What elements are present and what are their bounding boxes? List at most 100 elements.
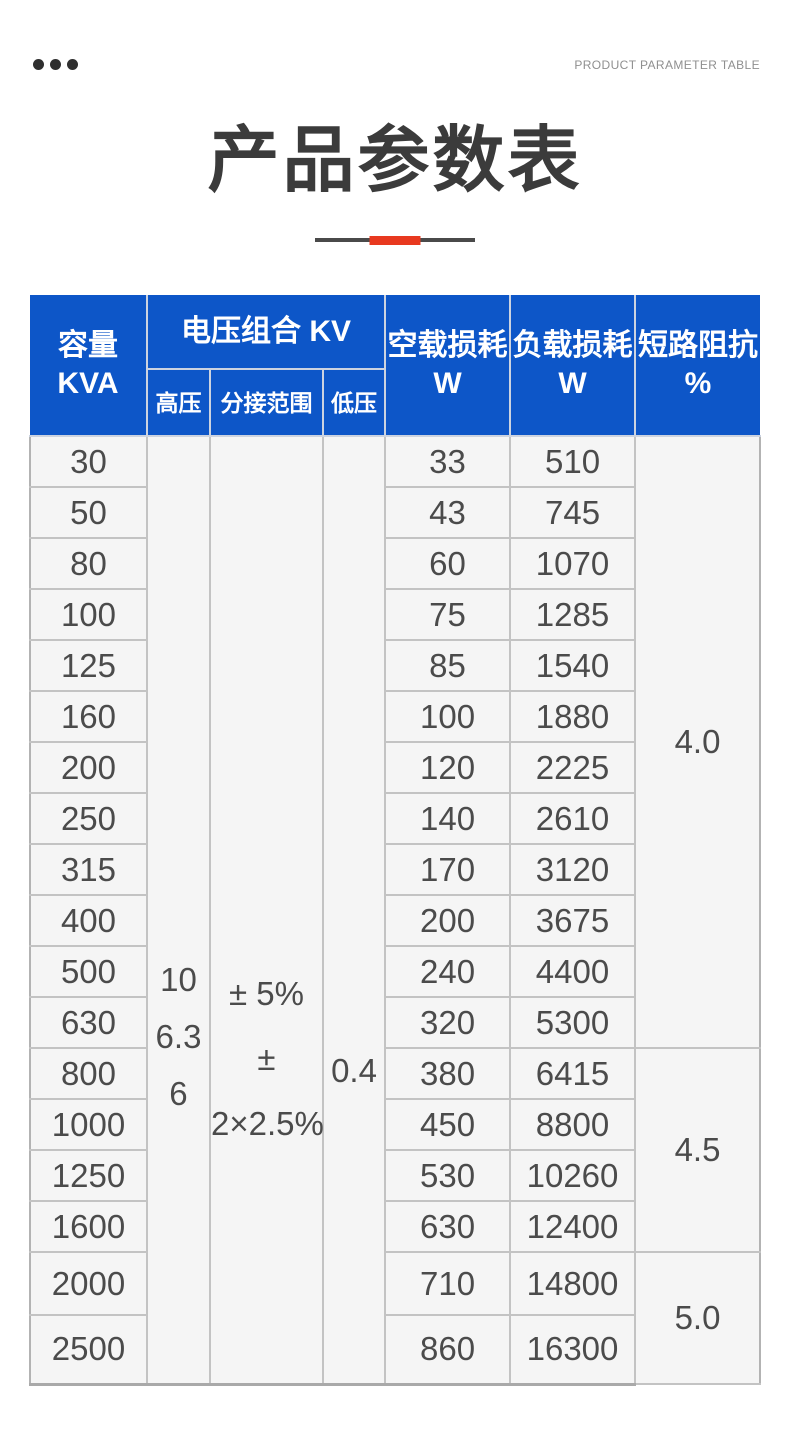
no-load-loss-cell: 860: [384, 1314, 512, 1386]
capacity-cell: 125: [28, 639, 148, 692]
low-voltage-header: 低压: [321, 368, 387, 437]
no-load-loss-cell: 75: [384, 588, 512, 641]
no-load-loss-cell: 450: [384, 1098, 512, 1151]
capacity-cell: 800: [28, 1047, 148, 1100]
capacity-cell: 250: [28, 792, 148, 845]
load-loss-cell: 12400: [509, 1200, 637, 1253]
impedance-cell: 4.5: [634, 1047, 762, 1253]
load-loss-cell: 6415: [509, 1047, 637, 1100]
table-body: 30 10 6.3 6 ± 5% ± 2×2.5% 0.4 33 510 4.0 50 43 745 80…: [28, 435, 762, 1386]
merged-value: 6.3: [155, 1018, 202, 1056]
voltage-group-header: 电压组合 KV: [145, 295, 387, 370]
capacity-cell: 315: [28, 843, 148, 896]
no-load-loss-header-unit: W: [433, 367, 462, 400]
tap-range-cell: ± 5% ± 2×2.5%: [208, 435, 324, 1386]
load-loss-cell: 1880: [509, 690, 637, 743]
capacity-cell: 200: [28, 741, 148, 794]
no-load-loss-cell: 140: [384, 792, 512, 845]
load-loss-cell: 1540: [509, 639, 637, 692]
table-row: 315 170 3120: [28, 843, 760, 896]
load-loss-cell: 2225: [509, 741, 637, 794]
no-load-loss-cell: 200: [384, 894, 512, 947]
load-loss-cell: 510: [509, 435, 637, 488]
table-row: 1250 530 10260: [28, 1149, 760, 1202]
merged-value: 10: [160, 961, 197, 999]
impedance-cell: 5.0: [634, 1251, 762, 1385]
capacity-cell: 400: [28, 894, 148, 947]
table-row: 200 120 2225: [28, 741, 760, 794]
low-voltage-cell: 0.4: [321, 435, 387, 1386]
no-load-loss-cell: 85: [384, 639, 512, 692]
load-loss-cell: 5300: [509, 996, 637, 1049]
load-loss-header-label: 负载损耗: [512, 329, 633, 362]
table-row: 800 380 6415 4.5: [28, 1047, 762, 1253]
no-load-loss-header-label: 空载损耗: [387, 329, 508, 362]
no-load-loss-cell: 33: [384, 435, 512, 488]
capacity-cell: 160: [28, 690, 148, 743]
load-loss-header-unit: W: [558, 367, 587, 400]
load-loss-cell: 4400: [509, 945, 637, 998]
capacity-cell: 30: [28, 435, 148, 488]
high-voltage-header: 高压: [145, 368, 211, 437]
table-row: 125 85 1540: [28, 639, 760, 692]
merged-value: 0.4: [331, 1051, 377, 1089]
impedance-cell: 4.0: [634, 435, 762, 1049]
dot-icon: [33, 59, 44, 70]
tap-range-header: 分接范围: [208, 368, 324, 437]
capacity-cell: 500: [28, 945, 148, 998]
no-load-loss-cell: 43: [384, 486, 512, 539]
no-load-loss-header: 空载损耗 W: [384, 295, 512, 437]
capacity-cell: 80: [28, 537, 148, 590]
capacity-header-unit: KVA: [57, 367, 119, 400]
divider-red-accent: [369, 236, 421, 245]
no-load-loss-cell: 320: [384, 996, 512, 1049]
capacity-cell: 1600: [28, 1200, 148, 1253]
load-loss-cell: 3675: [509, 894, 637, 947]
impedance-header-label: 短路阻抗: [638, 329, 759, 362]
load-loss-cell: 16300: [509, 1314, 637, 1386]
no-load-loss-cell: 530: [384, 1149, 512, 1202]
table-row: 500 240 4400: [28, 945, 760, 998]
load-loss-cell: 1070: [509, 537, 637, 590]
load-loss-cell: 10260: [509, 1149, 637, 1202]
capacity-cell: 2000: [28, 1251, 148, 1316]
table-row: 1600 630 12400: [28, 1200, 760, 1253]
no-load-loss-cell: 100: [384, 690, 512, 743]
capacity-cell: 1250: [28, 1149, 148, 1202]
table-row: 400 200 3675: [28, 894, 760, 947]
impedance-header: 短路阻抗 %: [634, 295, 761, 437]
table-row: 2500 860 16300: [28, 1314, 760, 1386]
capacity-cell: 2500: [28, 1314, 148, 1386]
no-load-loss-cell: 170: [384, 843, 512, 896]
product-parameter-table: 容量 KVA 电压组合 KV 空载损耗 W 负载损耗 W 短路阻抗 % 高: [28, 295, 762, 1386]
merged-value: ± 5%: [228, 975, 304, 1013]
high-voltage-cell: 10 6.3 6: [145, 435, 211, 1386]
table-row: 50 43 745: [28, 486, 760, 539]
load-loss-cell: 8800: [509, 1098, 637, 1151]
topbar: PRODUCT PARAMETER TABLE: [0, 0, 790, 72]
table-row: 30 10 6.3 6 ± 5% ± 2×2.5% 0.4 33 510 4.0: [28, 435, 762, 1386]
ellipsis-dots-icon: [33, 59, 78, 70]
table-row: 630 320 5300: [28, 996, 760, 1049]
capacity-header-label: 容量: [57, 329, 118, 362]
merged-value: 6: [169, 1075, 188, 1113]
table-row: 250 140 2610: [28, 792, 760, 845]
capacity-cell: 1000: [28, 1098, 148, 1151]
load-loss-cell: 2610: [509, 792, 637, 845]
load-loss-cell: 14800: [509, 1251, 637, 1316]
table-row: 160 100 1880: [28, 690, 760, 743]
table-row: 100 75 1285: [28, 588, 760, 641]
load-loss-cell: 1285: [509, 588, 637, 641]
no-load-loss-cell: 380: [384, 1047, 512, 1100]
no-load-loss-cell: 240: [384, 945, 512, 998]
page-title: 产品参数表: [207, 121, 583, 201]
capacity-header: 容量 KVA: [29, 295, 148, 437]
dot-icon: [50, 59, 61, 70]
table-row: 1000 450 8800: [28, 1098, 760, 1151]
impedance-header-unit: %: [684, 367, 712, 400]
no-load-loss-cell: 60: [384, 537, 512, 590]
eyebrow-label: PRODUCT PARAMETER TABLE: [574, 57, 760, 72]
table-header: 容量 KVA 电压组合 KV 空载损耗 W 负载损耗 W 短路阻抗 % 高: [29, 295, 761, 437]
no-load-loss-cell: 710: [384, 1251, 512, 1316]
